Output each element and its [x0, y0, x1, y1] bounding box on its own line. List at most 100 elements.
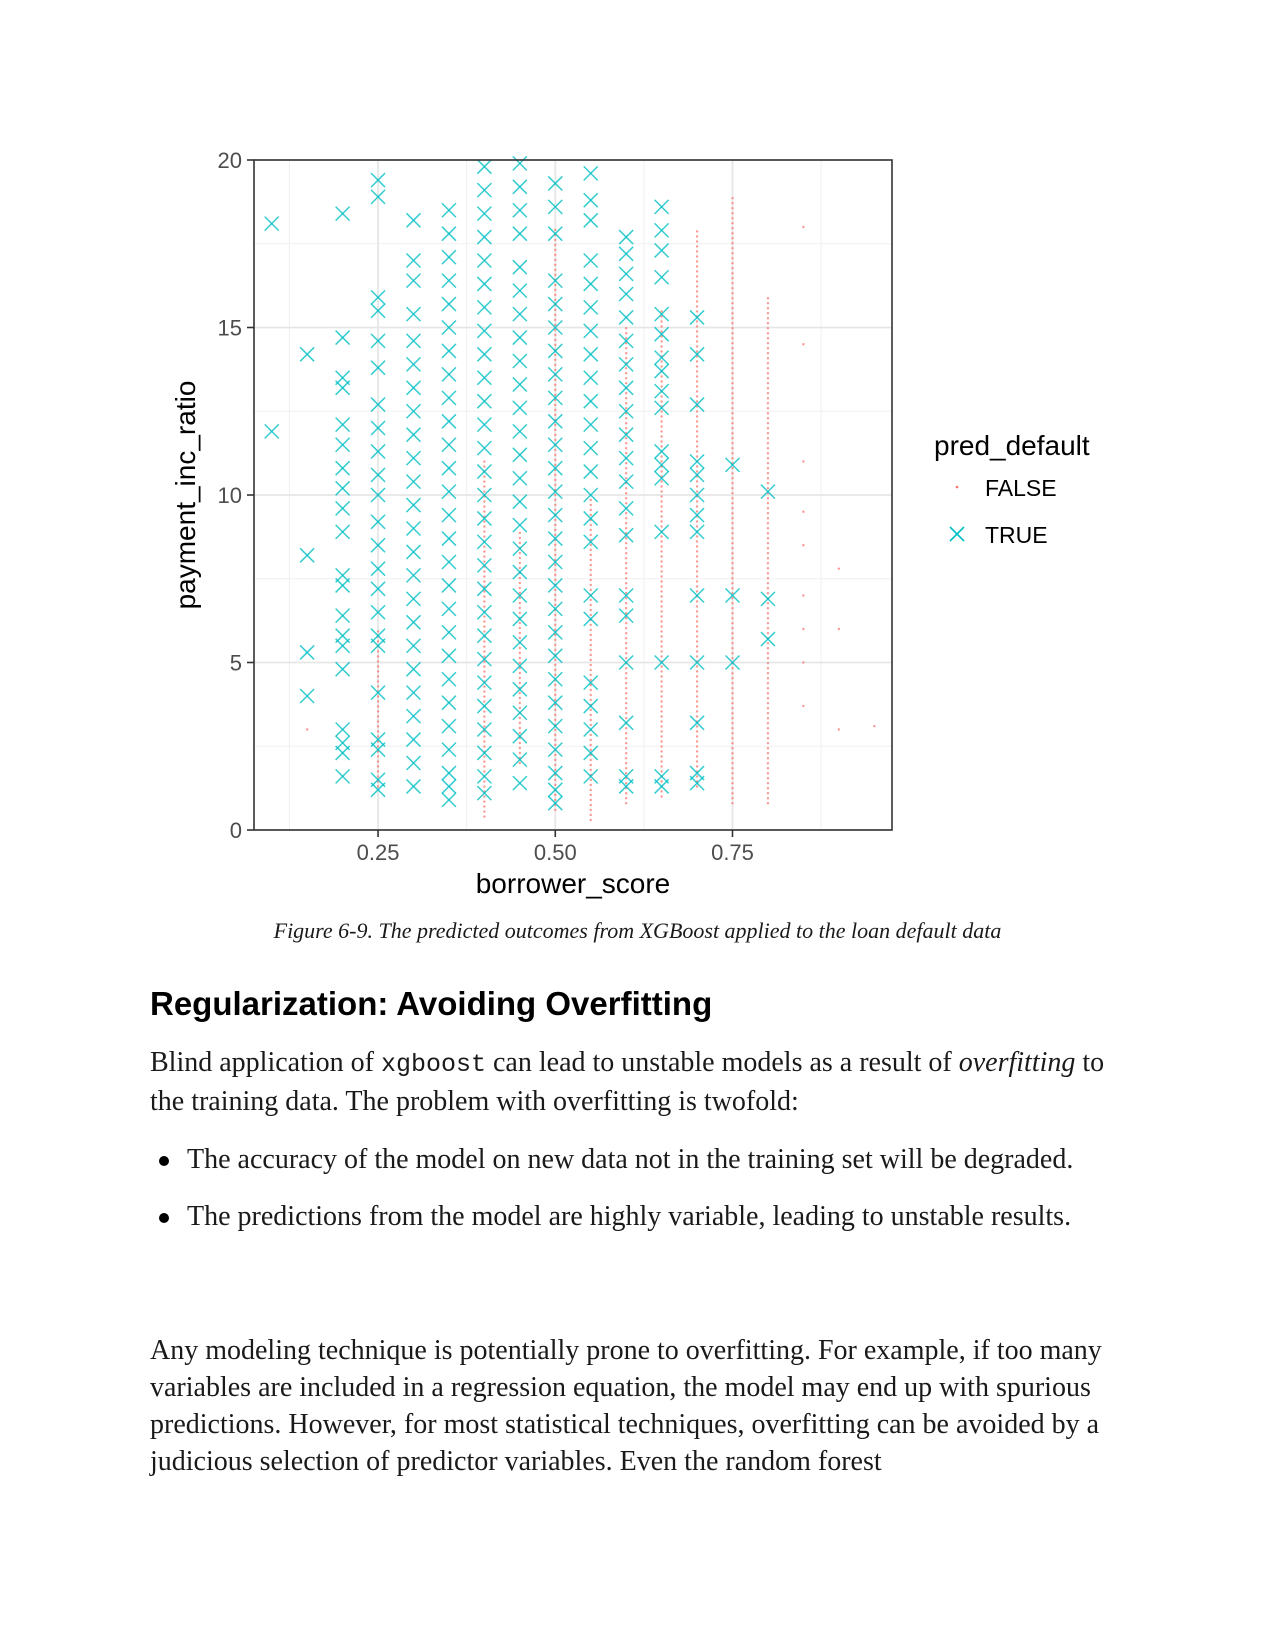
false-point [731, 667, 734, 670]
false-point [766, 512, 770, 515]
false-point [766, 447, 770, 450]
false-point [554, 573, 557, 577]
true-point [370, 537, 386, 553]
false-point [837, 567, 841, 570]
true-point [618, 587, 634, 604]
false-point [624, 762, 628, 765]
true-point [476, 323, 492, 339]
false-point [554, 753, 557, 757]
true-point [405, 427, 422, 443]
true-point [618, 403, 634, 419]
false-point [731, 202, 734, 205]
false-point [766, 322, 770, 325]
false-point [554, 433, 557, 437]
false-point [695, 300, 699, 303]
false-point [589, 608, 592, 612]
true-point [654, 199, 670, 215]
bullet-icon [159, 1213, 169, 1223]
false-point [660, 710, 663, 713]
false-point [483, 735, 486, 738]
false-point [731, 222, 734, 225]
false-point [695, 550, 699, 553]
false-point [766, 697, 770, 700]
false-point [731, 792, 734, 795]
false-point [766, 417, 770, 420]
false-point [731, 587, 734, 590]
false-point [376, 765, 380, 768]
true-point [476, 721, 492, 738]
false-point [518, 646, 522, 650]
false-point [589, 563, 592, 567]
false-point [483, 600, 486, 603]
false-point [695, 445, 699, 448]
false-point [660, 575, 663, 578]
true-point [405, 567, 422, 583]
false-point [589, 513, 592, 517]
false-point [589, 698, 592, 702]
false-point [766, 342, 770, 345]
true-point [547, 718, 563, 734]
false-point [695, 620, 699, 623]
false-point [695, 575, 699, 578]
false-point [518, 701, 522, 705]
false-point [376, 675, 380, 678]
false-point [554, 808, 557, 812]
true-point [441, 273, 457, 289]
true-point [618, 427, 634, 443]
false-point [554, 628, 557, 632]
false-point [695, 670, 699, 673]
true-point [512, 423, 528, 439]
false-point [660, 580, 663, 583]
false-point [554, 483, 557, 487]
true-point [476, 299, 492, 315]
false-point [766, 522, 770, 525]
false-point [518, 731, 522, 735]
false-point [589, 663, 592, 667]
false-point [660, 720, 663, 723]
true-point [583, 534, 599, 550]
false-point [554, 663, 557, 667]
false-point [554, 478, 557, 482]
false-point [376, 655, 380, 658]
false-point [518, 606, 522, 610]
true-point [370, 514, 386, 530]
false-point [624, 602, 628, 605]
false-point [802, 594, 805, 597]
false-point [376, 660, 380, 663]
false-point [624, 397, 628, 400]
true-point [512, 775, 528, 791]
true-point [441, 648, 457, 664]
true-point [547, 319, 563, 336]
false-point [802, 510, 805, 513]
true-point [441, 484, 457, 500]
false-point [624, 592, 628, 595]
true-point [441, 601, 457, 617]
false-point [695, 610, 699, 613]
true-point [583, 252, 599, 269]
x-axis-title: borrower_score [476, 868, 671, 899]
false-point [731, 772, 734, 775]
false-point [731, 467, 734, 470]
false-point [695, 535, 699, 538]
false-point [624, 752, 628, 755]
true-point [547, 273, 563, 289]
true-point [405, 356, 422, 372]
false-point [766, 302, 770, 305]
false-point [766, 517, 770, 520]
false-point [766, 527, 770, 530]
true-point [689, 453, 705, 470]
false-point [660, 650, 663, 653]
false-point [554, 378, 557, 382]
false-point [518, 626, 522, 630]
false-point [731, 457, 734, 460]
false-point [483, 615, 486, 618]
false-point [554, 228, 557, 232]
false-point [589, 778, 592, 782]
true-point [476, 464, 492, 480]
false-point [589, 573, 592, 577]
false-point [695, 680, 699, 683]
false-point [695, 760, 699, 763]
false-point [695, 725, 699, 728]
true-point [547, 601, 563, 617]
false-point [554, 623, 557, 627]
